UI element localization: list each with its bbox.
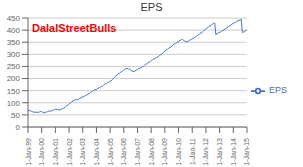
svg-text:1-Jan-07: 1-Jan-07 <box>134 138 141 166</box>
svg-text:200: 200 <box>8 74 21 83</box>
svg-text:1-Jan-04: 1-Jan-04 <box>93 138 100 166</box>
svg-text:100: 100 <box>8 99 21 108</box>
svg-text:150: 150 <box>8 87 21 96</box>
svg-text:50: 50 <box>11 111 20 120</box>
svg-text:1-Jan-15: 1-Jan-15 <box>243 138 250 166</box>
svg-text:1-Jan-13: 1-Jan-13 <box>216 138 223 166</box>
svg-text:400: 400 <box>8 26 21 35</box>
svg-text:350: 350 <box>8 38 21 47</box>
svg-text:1-Jan-09: 1-Jan-09 <box>161 138 168 166</box>
svg-text:1-Jan-03: 1-Jan-03 <box>79 138 86 166</box>
svg-text:300: 300 <box>8 50 21 59</box>
svg-text:1-Jan-10: 1-Jan-10 <box>175 138 182 166</box>
svg-text:1-Jan-08: 1-Jan-08 <box>148 138 155 166</box>
html-text:EPS: EPS <box>269 84 287 95</box>
html-text:DalalStreetBulls: DalalStreetBulls <box>32 22 117 34</box>
svg-text:0: 0 <box>16 123 21 132</box>
svg-text:1-Jan-00: 1-Jan-00 <box>38 138 45 166</box>
svg-text:1-Jan-02: 1-Jan-02 <box>66 138 73 166</box>
svg-text:1-Jan-06: 1-Jan-06 <box>120 138 127 166</box>
svg-text:1-Jan-14: 1-Jan-14 <box>230 138 237 166</box>
html-text:EPS: EPS <box>140 1 163 13</box>
svg-text:1-Jan-99: 1-Jan-99 <box>25 138 32 166</box>
svg-text:1-Jan-05: 1-Jan-05 <box>107 138 114 166</box>
svg-text:1-Jan-01: 1-Jan-01 <box>52 138 59 166</box>
svg-text:450: 450 <box>8 14 21 23</box>
svg-text:250: 250 <box>8 62 21 71</box>
svg-text:1-Jan-12: 1-Jan-12 <box>202 138 209 166</box>
svg-text:1-Jan-11: 1-Jan-11 <box>189 138 196 165</box>
